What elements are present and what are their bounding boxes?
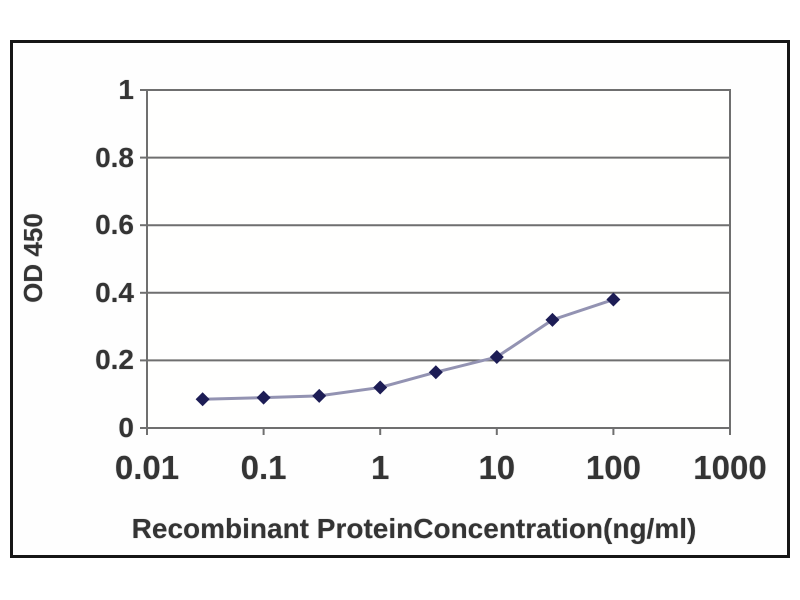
data-point-marker [606,292,621,307]
y-tick-label: 0.6 [95,209,134,241]
x-tick-label: 100 [585,449,641,486]
data-point-marker [256,390,271,405]
x-tick-label: 1000 [693,449,767,486]
plot-border [146,89,731,429]
y-tick-label: 0.8 [95,141,134,173]
y-tick-label: 0 [118,412,134,443]
x-axis-title: Recombinant ProteinConcentration(ng/ml) [131,513,697,544]
x-tick-label: 10 [478,449,516,486]
plot-area [147,90,730,428]
x-tick-label: 0.01 [114,449,180,486]
data-point-marker [428,365,443,380]
y-tick-label: 0.4 [95,276,134,308]
series-line [202,298,614,401]
data-point-marker [312,388,327,403]
y-tick-label: 0.2 [95,344,134,376]
y-tick-label: 1 [118,74,134,105]
data-point-marker [489,350,504,365]
x-tick-label: 0.1 [240,449,287,486]
data-point-marker [373,380,388,395]
data-point-marker [195,392,210,407]
data-point-marker [545,312,560,327]
x-tick-label: 1 [371,449,390,486]
